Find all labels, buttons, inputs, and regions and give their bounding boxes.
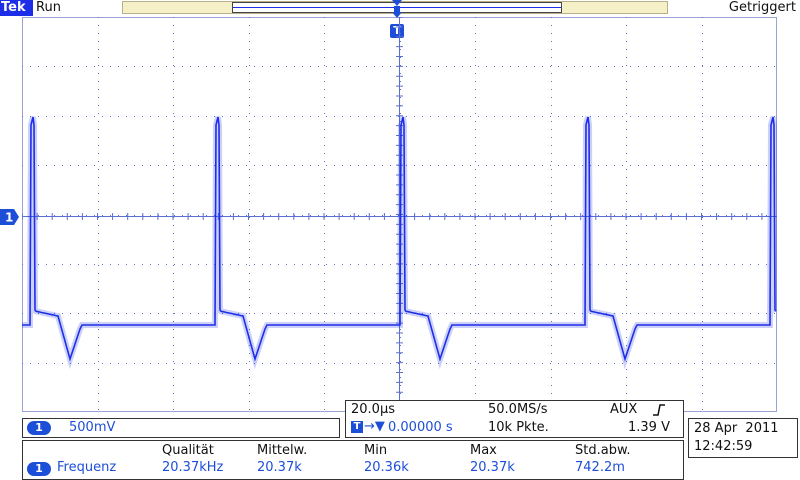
trigger-status: Getriggert [728,0,796,15]
meas-header-max: Max [470,443,497,458]
vertical-scale-panel[interactable]: 1 500mV [22,418,340,438]
meas-value-stddev: 742.2m [575,460,625,475]
meas-header-quality: Qualität [162,443,214,458]
time-per-div: 20.0µs [351,402,395,417]
trigger-position-badge: T [351,421,363,433]
channel-1-ground-marker[interactable]: 1 [0,208,20,226]
sample-rate: 50.0MS/s [488,402,548,417]
record-length: 10k Pkte. [488,420,549,435]
datetime-panel: 28 Apr 2011 12:42:59 [688,418,798,458]
meas-header-mean: Mittelw. [257,443,308,458]
volts-per-div: 500mV [69,420,116,435]
date-readout: 28 Apr 2011 [694,421,779,436]
brand-logo: Tek [0,0,33,16]
measurement-panel[interactable]: Qualität Mittelw. Min Max Std.abw. 1 Fre… [22,440,684,480]
trigger-source: AUX [610,402,638,417]
meas-value-mean: 20.37k [257,460,302,475]
meas-channel-badge: 1 [27,462,51,476]
channel-1-badge: 1 [27,421,51,435]
status-bar: Tek Run Getriggert [0,0,800,18]
meas-name: Frequenz [57,460,117,475]
channel-1-trace-noise [22,116,777,370]
meas-header-min: Min [364,443,388,458]
channel-1-trace [22,116,777,362]
time-readout: 12:42:59 [694,439,753,454]
trigger-level: 1.39 V [628,420,670,435]
meas-header-stddev: Std.abw. [575,443,631,458]
trigger-position-value: 0.00000 s [388,420,453,435]
channel-1-marker-label: 1 [5,211,13,225]
rising-edge-icon [653,404,665,416]
meas-value-max: 20.37k [470,460,515,475]
run-state: Run [36,0,61,15]
meas-value-quality: 20.37kHz [162,460,224,475]
graticule-grid [22,17,777,412]
trigger-time-marker[interactable]: T [390,24,404,38]
waveform-display [22,17,777,412]
trigger-position-arrow-icon: →▼ [364,419,385,434]
trigger-position-indicator-icon[interactable] [391,0,403,18]
meas-value-min: 20.36k [364,460,409,475]
timebase-panel[interactable]: 20.0µs 50.0MS/s AUX T →▼ 0.00000 s 10k P… [345,400,684,438]
